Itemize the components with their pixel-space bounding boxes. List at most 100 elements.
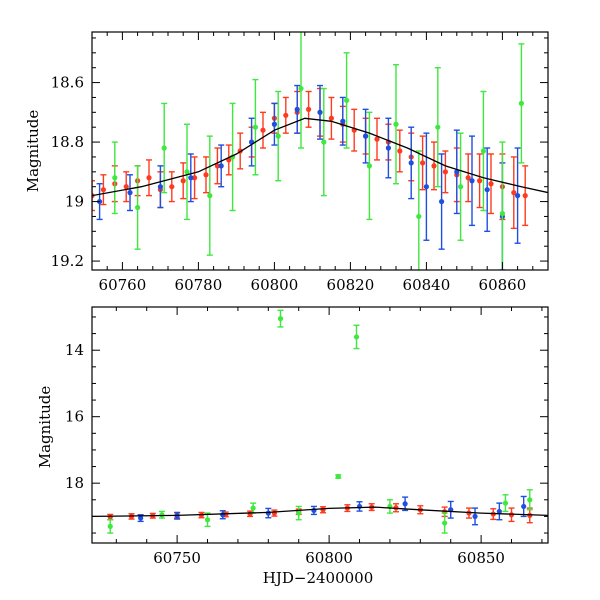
data-point — [397, 148, 403, 154]
x-tick-label: 60860 — [479, 276, 527, 294]
x-tick-label: 60850 — [457, 549, 505, 567]
data-point — [112, 175, 118, 181]
data-point — [180, 178, 186, 184]
data-point — [169, 184, 175, 190]
series-0 — [92, 87, 529, 230]
x-tick-label: 60820 — [327, 276, 375, 294]
data-point — [260, 127, 266, 133]
y-tick-label: 18.6 — [51, 74, 84, 92]
data-point — [320, 507, 326, 513]
data-point — [416, 213, 422, 220]
data-point — [511, 190, 517, 196]
x-tick-label: 60840 — [403, 276, 451, 294]
model-curve — [92, 506, 548, 518]
y-tick-label: 14 — [65, 341, 84, 359]
data-point — [157, 184, 163, 190]
data-point — [298, 85, 304, 92]
data-point — [402, 501, 408, 507]
data-point — [374, 136, 380, 142]
data-point — [353, 334, 360, 340]
y-tick-label: 16 — [65, 408, 84, 426]
data-point — [159, 512, 165, 518]
data-point — [107, 523, 113, 529]
data-point — [518, 100, 525, 106]
data-point — [442, 169, 448, 175]
data-point — [138, 515, 144, 521]
data-point — [311, 507, 317, 514]
x-tick-label: 60780 — [175, 276, 223, 294]
data-point — [188, 175, 194, 181]
data-point — [340, 118, 346, 124]
data-point — [317, 109, 323, 115]
data-point — [161, 145, 167, 151]
series-0 — [107, 503, 533, 524]
data-point — [477, 178, 483, 184]
data-point — [515, 193, 521, 199]
y-tick-label: 19.2 — [51, 252, 84, 270]
data-point — [496, 508, 502, 515]
data-point — [488, 181, 494, 187]
data-point — [250, 505, 256, 511]
data-point — [107, 514, 113, 520]
plot-frame — [91, 31, 549, 271]
data-point — [321, 139, 327, 145]
data-point — [423, 184, 429, 190]
data-point — [480, 148, 486, 154]
data-point — [135, 204, 141, 211]
x-tick-label: 60800 — [251, 276, 299, 294]
data-point — [527, 497, 533, 503]
data-point — [146, 175, 152, 181]
data-point — [521, 503, 527, 510]
data-point — [275, 133, 281, 139]
data-point — [435, 124, 441, 130]
x-tick-label: 60800 — [305, 549, 353, 567]
bottom-light-curve-panel: 60750 60800 60850 14 16 18 — [65, 306, 549, 567]
data-point — [203, 172, 209, 178]
data-point — [472, 513, 478, 520]
data-point — [214, 163, 220, 169]
y-tick-label: 19 — [65, 193, 84, 211]
data-point — [271, 121, 277, 127]
data-point — [366, 163, 372, 169]
data-point — [184, 169, 190, 175]
data-point — [252, 124, 258, 130]
x-tick-label: 60750 — [153, 549, 201, 567]
plot-frame — [91, 306, 549, 544]
data-point — [458, 184, 464, 190]
data-point — [420, 160, 426, 166]
data-point — [296, 510, 302, 516]
top-y-axis-label: Magnitude — [24, 110, 42, 193]
data-point — [484, 187, 490, 193]
data-point — [207, 193, 213, 199]
y-tick-label: 18.8 — [51, 133, 84, 151]
plot-area — [92, 309, 548, 534]
data-point — [385, 145, 391, 151]
data-point — [393, 121, 399, 127]
plot-area — [92, 32, 548, 270]
y-tick-label: 18 — [65, 474, 84, 492]
x-tick-label: 60760 — [99, 276, 147, 294]
data-point — [204, 517, 211, 523]
data-point — [408, 160, 414, 166]
data-point — [218, 163, 224, 169]
data-point — [306, 106, 312, 112]
data-point — [431, 163, 437, 169]
model-curve — [92, 117, 548, 197]
data-point — [283, 112, 289, 118]
series-2 — [111, 32, 525, 270]
series-2 — [107, 309, 533, 534]
data-point — [100, 187, 106, 193]
series-1 — [96, 84, 521, 270]
data-point — [220, 512, 226, 518]
data-point — [123, 184, 129, 190]
data-point — [469, 178, 475, 184]
data-point — [363, 133, 369, 139]
data-point — [465, 175, 471, 181]
data-point — [335, 473, 341, 480]
data-point — [344, 97, 350, 104]
data-point — [499, 210, 505, 217]
data-point — [294, 106, 300, 112]
x-axis-label: HJD−2400000 — [263, 569, 374, 587]
data-point — [439, 198, 445, 205]
